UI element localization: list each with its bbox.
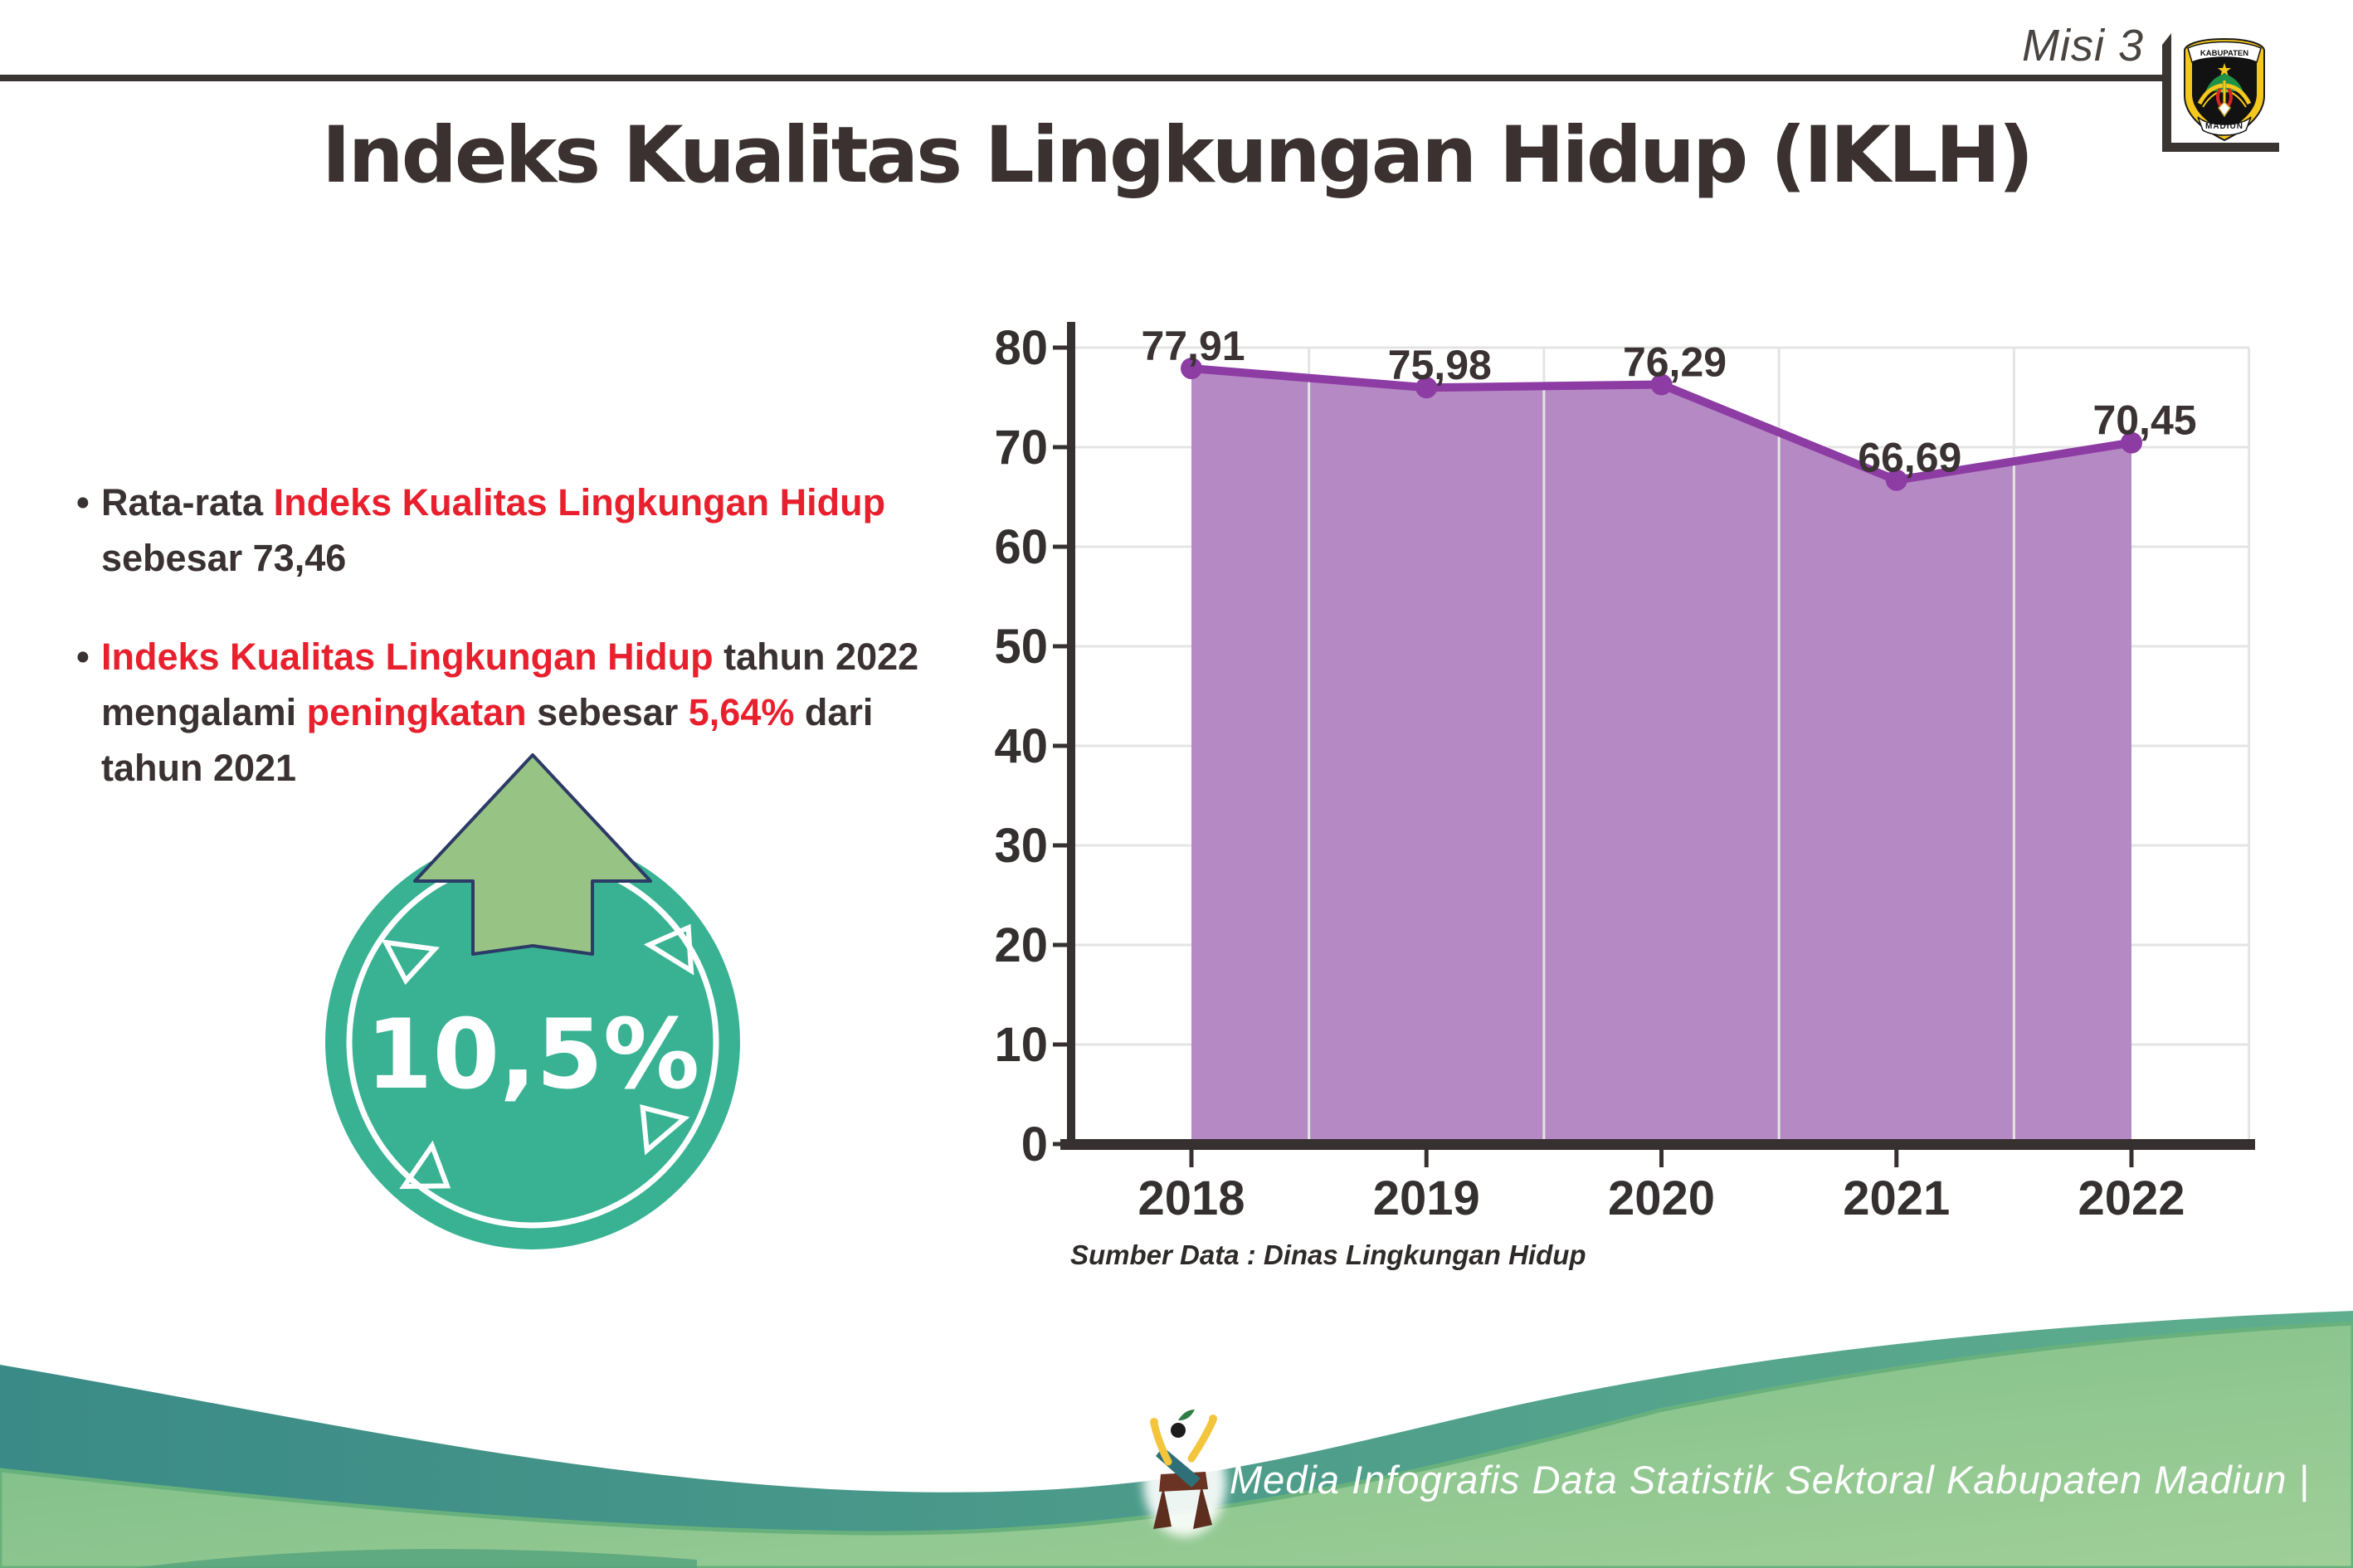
- crest-top-text: KABUPATEN: [2200, 49, 2248, 58]
- y-tick-label: 30: [994, 819, 1048, 873]
- bullet-line: sebesar 73,46: [101, 537, 347, 579]
- up-arrow-icon: [413, 753, 652, 956]
- data-point: [1650, 373, 1673, 396]
- logo-frame-vertical: [2162, 33, 2171, 152]
- y-tick-label: 50: [994, 620, 1048, 674]
- iklh-area-chart: 77,91 75,98 76,29 66,69 70,45 0 10 20 30 40 50 60 70…: [994, 321, 2255, 1225]
- data-label: 77,91: [1141, 323, 1245, 369]
- misi-label: Misi 3: [2021, 21, 2144, 71]
- data-label: 70,45: [2092, 397, 2196, 444]
- bullet-line: Indeks Kualitas Lingkungan Hidup tahun 2…: [101, 635, 919, 678]
- bullet-item: • Rata-rata Indeks Kualitas Lingkungan Hi…: [76, 475, 972, 586]
- x-tick-label: 2020: [1608, 1171, 1715, 1225]
- y-tick-label: 40: [994, 719, 1048, 773]
- increase-badge: 10,5%: [325, 753, 740, 1249]
- footer-credit-text: Media Infografis Data Statistik Sektoral…: [1230, 1458, 2310, 1502]
- data-point: [1181, 358, 1202, 380]
- x-tick-label: 2022: [2078, 1171, 2185, 1225]
- mascot-icon: [1143, 1410, 1226, 1536]
- crest-icon: KABUPATEN MADIUN: [2184, 37, 2265, 142]
- bullet-marker: •: [76, 635, 90, 678]
- chart-source-note: Sumber Data : Dinas Lingkungan Hidup: [1070, 1239, 1586, 1270]
- page-title: Indeks Kualitas Lingkungan Hidup (IKLH): [321, 110, 2034, 201]
- bullet-item: • Indeks Kualitas Lingkungan Hidup tahun …: [76, 629, 972, 796]
- area-fill: [1191, 368, 2131, 1139]
- badge-value: 10,5%: [366, 999, 699, 1111]
- footer-green-wave: [0, 1321, 2353, 1568]
- crest-bottom-text: MADIUN: [2205, 122, 2243, 131]
- badge-sparkle-triangles: [381, 923, 694, 1190]
- y-tick-label: 80: [994, 321, 1048, 375]
- data-label: 66,69: [1858, 435, 1961, 481]
- bullet-line: mengalami peningkatan sebesar 5,64% dari: [101, 691, 874, 733]
- data-point: [1885, 469, 1907, 491]
- data-point: [1415, 377, 1438, 399]
- footer-wave: [0, 1311, 2353, 1568]
- bullet-line: tahun 2021: [101, 747, 297, 789]
- x-tick-label: 2021: [1843, 1171, 1950, 1225]
- x-tick-label: 2019: [1373, 1171, 1480, 1225]
- y-tick-label: 70: [994, 421, 1048, 475]
- y-tick-label: 60: [994, 520, 1048, 574]
- y-tick-label: 0: [1021, 1118, 1048, 1171]
- bullet-line: Rata-rata Indeks Kualitas Lingkungan Hid…: [101, 481, 886, 523]
- data-point: [2121, 431, 2142, 454]
- x-axis: [1060, 1139, 2255, 1150]
- key-findings-list: • Rata-rata Indeks Kualitas Lingkungan Hi…: [76, 475, 972, 839]
- footer-bottom-strip: [133, 1549, 697, 1568]
- kabupaten-madiun-logo: KABUPATEN MADIUN: [2162, 33, 2279, 152]
- badge-circle: [325, 835, 740, 1249]
- header-divider-line: [0, 75, 2163, 81]
- y-axis: [1067, 322, 1075, 1150]
- data-label: 75,98: [1388, 342, 1492, 388]
- y-tick-label: 20: [994, 918, 1048, 972]
- x-tick-label: 2018: [1138, 1171, 1245, 1225]
- logo-frame-horizontal: [2162, 143, 2279, 152]
- bullet-marker: •: [76, 481, 90, 523]
- data-label: 76,29: [1623, 339, 1727, 386]
- y-tick-label: 10: [994, 1018, 1048, 1072]
